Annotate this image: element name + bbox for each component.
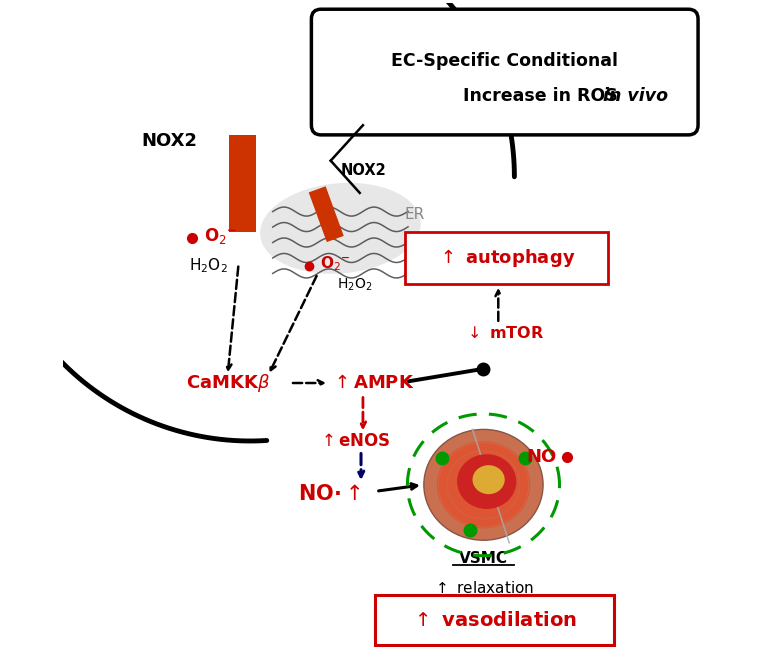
Text: EC-Specific Conditional: EC-Specific Conditional xyxy=(391,52,618,70)
Ellipse shape xyxy=(473,465,505,494)
Text: VSMC: VSMC xyxy=(459,551,508,566)
Text: CaMKK$\beta$: CaMKK$\beta$ xyxy=(186,372,270,394)
Text: $\downarrow$ mTOR: $\downarrow$ mTOR xyxy=(464,325,544,341)
Text: NOX2: NOX2 xyxy=(340,163,386,178)
Text: O$_2$$^{\mathbf{-}}$: O$_2$$^{\mathbf{-}}$ xyxy=(320,254,350,273)
Text: O$_2$$^{\mathbf{-}}$: O$_2$$^{\mathbf{-}}$ xyxy=(204,226,237,246)
Text: H$_2$O$_2$: H$_2$O$_2$ xyxy=(337,277,372,293)
Ellipse shape xyxy=(424,430,543,540)
Text: ER: ER xyxy=(405,207,425,222)
Text: NO: NO xyxy=(526,448,557,466)
Text: $\uparrow$ relaxation: $\uparrow$ relaxation xyxy=(433,580,534,596)
Text: $\uparrow$AMPK: $\uparrow$AMPK xyxy=(331,374,414,392)
Text: NO·$\uparrow$: NO·$\uparrow$ xyxy=(298,484,361,504)
Polygon shape xyxy=(229,135,256,231)
FancyBboxPatch shape xyxy=(405,231,608,285)
Ellipse shape xyxy=(260,183,421,274)
Text: $\uparrow$eNOS: $\uparrow$eNOS xyxy=(318,432,390,450)
Text: $\uparrow$ autophagy: $\uparrow$ autophagy xyxy=(437,247,576,269)
Ellipse shape xyxy=(436,441,530,528)
FancyBboxPatch shape xyxy=(375,595,614,645)
Text: H$_2$O$_2$: H$_2$O$_2$ xyxy=(189,256,227,275)
Ellipse shape xyxy=(457,454,517,509)
Text: in vivo: in vivo xyxy=(604,87,668,105)
Polygon shape xyxy=(308,187,344,242)
Text: NOX2: NOX2 xyxy=(142,133,197,150)
Text: $\uparrow$ vasodilation: $\uparrow$ vasodilation xyxy=(412,610,577,630)
FancyBboxPatch shape xyxy=(311,9,698,135)
Text: Increase in ROS: Increase in ROS xyxy=(463,87,624,105)
